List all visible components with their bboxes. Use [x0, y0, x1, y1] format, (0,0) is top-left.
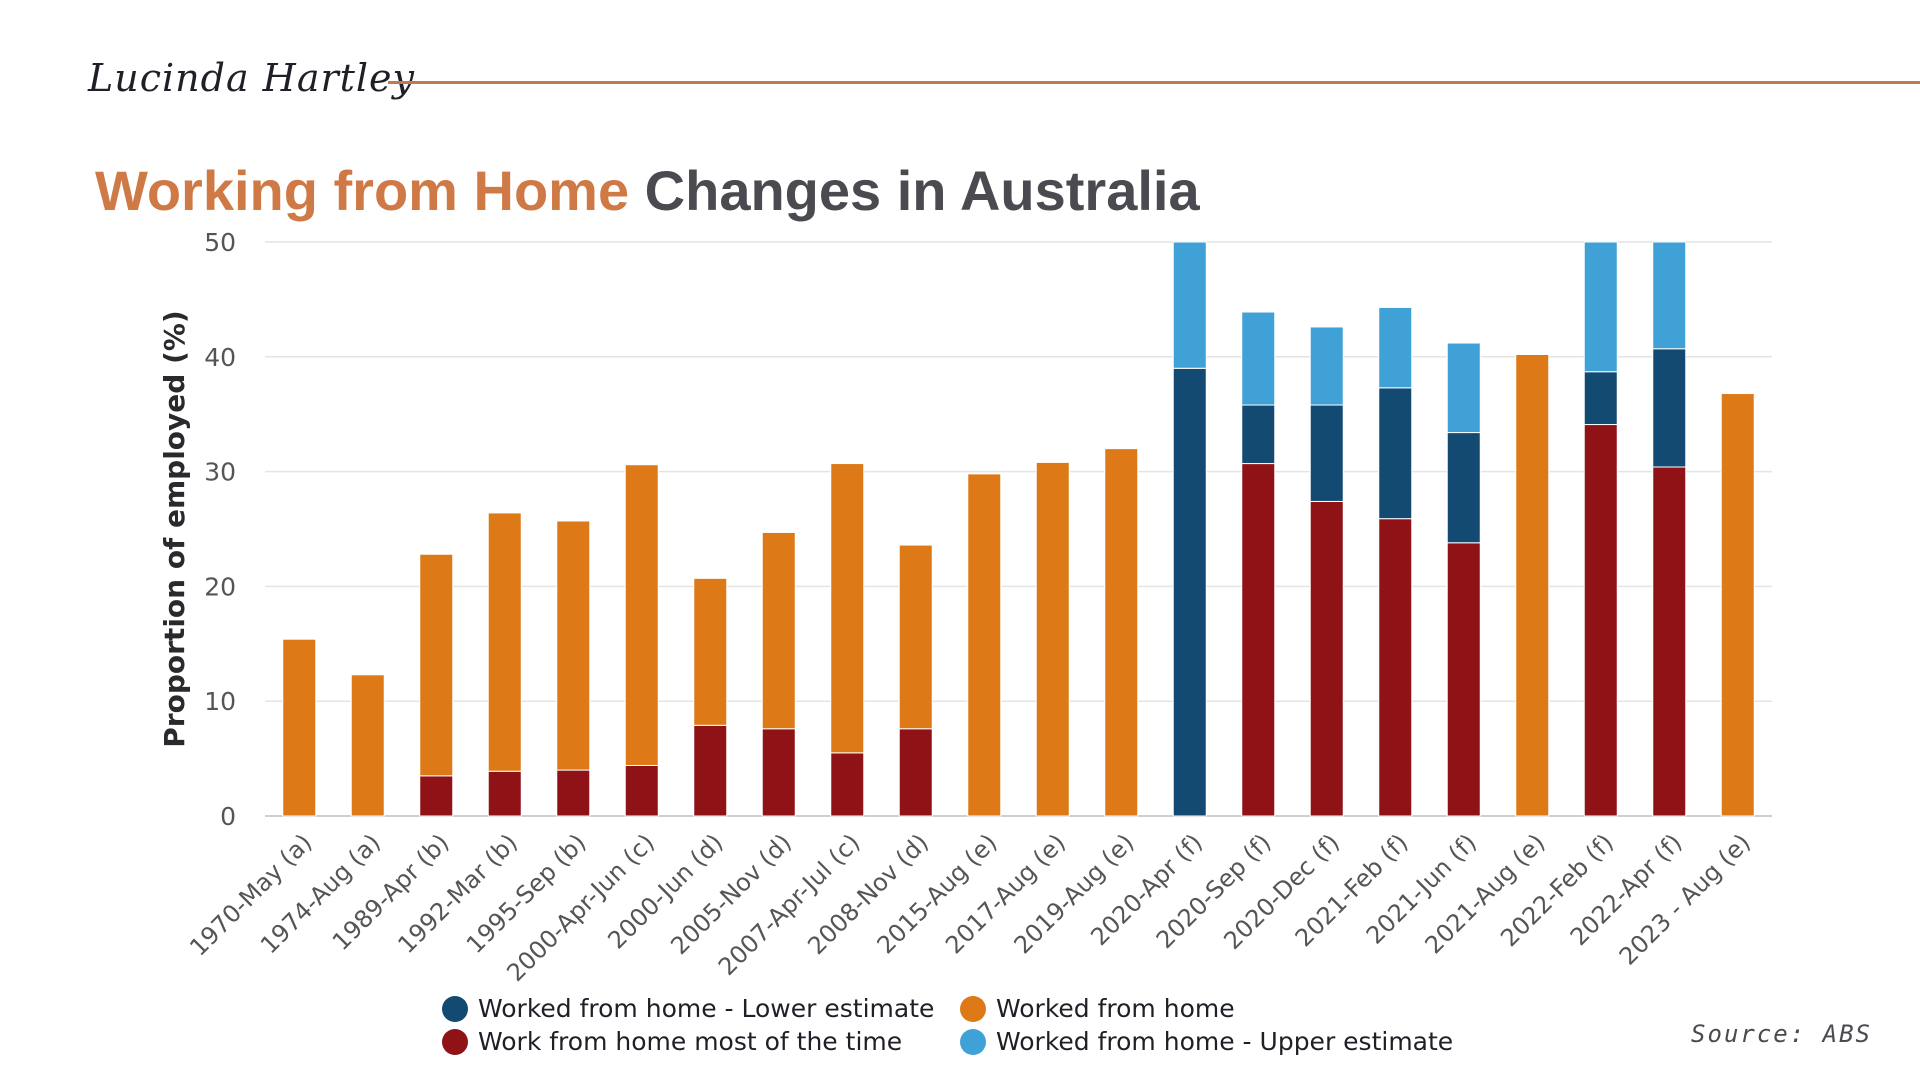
legend-item-most-of-time: Work from home most of the time [442, 1027, 960, 1056]
bar-13-series-1 [1172, 367, 1207, 817]
legend-label-lower-estimate: Worked from home - Lower estimate [478, 994, 935, 1023]
bar-7-series-0 [761, 728, 796, 817]
bar-2-series-0 [419, 775, 454, 817]
legend-swatch-lower-estimate [442, 995, 468, 1022]
x-tick-label-0: 1970-May (a) [184, 828, 317, 961]
bar-4-series-0 [556, 769, 591, 817]
x-tick-label-18: 2021-Aug (e) [1420, 828, 1551, 959]
legend-label-worked-from-home: Worked from home [996, 994, 1235, 1023]
y-tick-label-50: 50 [204, 228, 236, 257]
bar-9-series-2 [898, 544, 933, 730]
bar-8-series-2 [830, 463, 865, 754]
legend-swatch-most-of-time [442, 1028, 468, 1055]
x-tick-label-11: 2017-Aug (e) [940, 828, 1071, 959]
bar-18-series-2 [1515, 354, 1550, 817]
y-tick-label-0: 0 [220, 802, 236, 831]
bar-13-series-3 [1172, 241, 1207, 369]
bar-9-series-0 [898, 728, 933, 817]
bar-4-series-2 [556, 520, 591, 771]
x-tick-label-3: 1992-Mar (b) [392, 828, 523, 959]
legend-item-lower-estimate: Worked from home - Lower estimate [442, 994, 960, 1023]
bar-19-series-3 [1583, 241, 1618, 373]
author-signature: Lucinda Hartley [88, 56, 416, 100]
legend-swatch-worked-from-home [960, 995, 986, 1022]
bar-17-series-3 [1446, 342, 1481, 434]
bar-17-series-1 [1446, 432, 1481, 544]
y-tick-label-10: 10 [204, 687, 236, 716]
x-tick-label-12: 2019-Aug (e) [1009, 828, 1140, 959]
bar-6-series-0 [693, 724, 728, 817]
bar-5-series-2 [624, 464, 659, 766]
bar-10-series-2 [967, 473, 1002, 817]
chart-title: Working from Home Changes in Australia [95, 158, 1200, 223]
bar-14-series-3 [1241, 311, 1276, 406]
bar-1-series-2 [350, 674, 385, 817]
chart-title-accent: Working from Home [95, 159, 630, 222]
legend-label-upper-estimate: Worked from home - Upper estimate [996, 1027, 1454, 1056]
x-tick-label-10: 2015-Aug (e) [872, 828, 1003, 959]
bar-19-series-0 [1583, 424, 1618, 817]
x-tick-label-9: 2008-Nov (d) [802, 828, 934, 960]
bar-6-series-2 [693, 577, 728, 726]
bar-11-series-2 [1035, 461, 1070, 817]
bar-16-series-0 [1378, 518, 1413, 817]
y-tick-label-30: 30 [204, 458, 236, 487]
bar-15-series-3 [1309, 326, 1344, 406]
bar-17-series-0 [1446, 542, 1481, 817]
bar-12-series-2 [1104, 448, 1139, 817]
bar-14-series-1 [1241, 404, 1276, 465]
bar-15-series-0 [1309, 500, 1344, 817]
legend-item-upper-estimate: Worked from home - Upper estimate [960, 1027, 1453, 1056]
bar-3-series-0 [487, 770, 522, 817]
chart-legend: Worked from home - Lower estimate Worked… [442, 994, 1453, 1056]
legend-swatch-upper-estimate [960, 1028, 986, 1055]
y-tick-label-20: 20 [204, 572, 236, 601]
x-tick-label-7: 2005-Nov (d) [665, 828, 797, 960]
y-tick-label-40: 40 [204, 343, 236, 372]
chart-title-rest: Changes in Australia [644, 159, 1200, 222]
bar-5-series-0 [624, 764, 659, 817]
bar-7-series-2 [761, 531, 796, 730]
bar-19-series-1 [1583, 371, 1618, 426]
source-note: Source: ABS [1691, 1020, 1872, 1048]
bar-15-series-1 [1309, 404, 1344, 502]
x-tick-label-4: 1995-Sep (b) [461, 828, 592, 959]
bar-16-series-1 [1378, 387, 1413, 520]
bar-8-series-0 [830, 752, 865, 817]
bar-21-series-2 [1720, 393, 1755, 817]
bar-2-series-2 [419, 553, 454, 777]
bar-16-series-3 [1378, 306, 1413, 389]
legend-label-most-of-time: Work from home most of the time [478, 1027, 903, 1056]
x-tick-label-1: 1974-Aug (a) [255, 828, 386, 959]
bar-20-series-1 [1652, 348, 1687, 468]
header-rule [388, 81, 1920, 84]
bar-3-series-2 [487, 512, 522, 772]
legend-item-worked-from-home: Worked from home [960, 994, 1453, 1023]
y-axis-label: Proportion of employed (%) [158, 310, 191, 747]
bar-20-series-3 [1652, 241, 1687, 350]
bar-0-series-2 [282, 638, 317, 817]
bar-20-series-0 [1652, 466, 1687, 817]
bar-14-series-0 [1241, 463, 1276, 817]
